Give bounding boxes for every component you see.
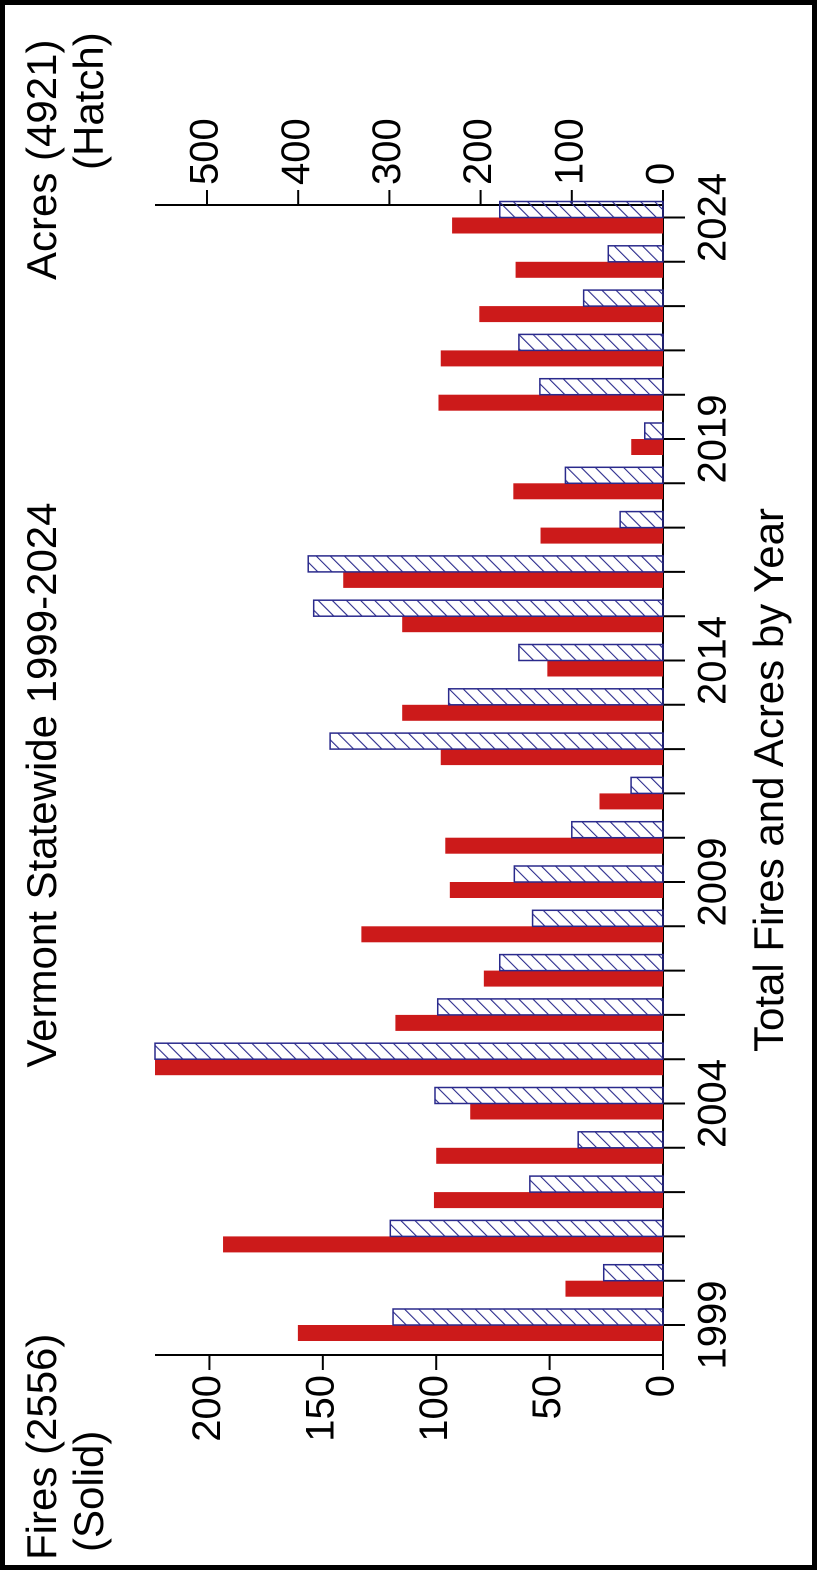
bar [154,1042,664,1060]
y2-axis-title: Acres (4921) [18,40,65,280]
y2-tick-label: 200 [456,118,500,185]
bar [483,970,664,987]
bar [498,200,664,219]
bar [619,510,664,529]
bar [513,483,663,500]
bar [449,882,664,898]
bar [343,571,663,588]
bar [447,688,664,706]
bar [539,377,664,396]
bar [389,1219,664,1238]
y2-tick-label: 300 [365,118,409,185]
bar [547,660,664,677]
bar [329,732,664,750]
y2-tick-label: 0 [639,163,683,185]
bar [479,306,663,323]
x-tick-label: 2009 [691,838,735,927]
x-tick-label: 1999 [691,1281,735,1370]
bar [599,793,663,810]
y2-tick-label: 500 [183,118,227,185]
bar [602,1263,664,1282]
bar [577,1131,664,1149]
bar [402,704,663,721]
y2-tick-label: 100 [547,118,591,185]
x-tick-label: 2024 [691,173,735,262]
bar [470,1103,663,1120]
bar [518,643,664,662]
x-axis-title: Total Fires and Acres by Year [745,508,792,1052]
bar [433,1192,664,1209]
bar [440,749,663,766]
x-tick-label: 2004 [691,1059,735,1148]
bar [436,998,664,1016]
bar [515,261,664,278]
bar [402,616,663,633]
bar [498,953,664,972]
y-tick-label: 100 [412,1375,456,1442]
bar [571,820,664,839]
x-tick-label: 2019 [691,395,735,484]
chart-background [5,5,812,1565]
y-tick-label: 0 [639,1375,683,1397]
bar [223,1236,664,1253]
bar [531,909,664,928]
bar [434,1086,664,1105]
bar [312,599,664,617]
bar [445,837,663,854]
chart-title: Vermont Statewide 1999-2024 [18,502,65,1067]
bar [513,865,664,883]
bar [630,776,664,795]
y2-axis-note: (Hatch) [65,32,112,170]
bar [564,466,664,485]
plot-area: Vermont Statewide 1999-2024 Total Fires … [18,32,792,1560]
bar [631,439,663,455]
y-tick-label: 200 [185,1375,229,1442]
bar [644,422,664,440]
bar [395,1014,663,1031]
bar [392,1308,664,1326]
y-tick-label: 50 [525,1375,569,1420]
bar [529,1175,664,1193]
bar [361,926,663,943]
bar [452,217,664,234]
y-tick-label: 150 [298,1375,342,1442]
bar [540,527,663,544]
bar [297,1325,663,1341]
x-tick-label: 2014 [691,616,735,705]
y2-tick-label: 400 [274,118,318,185]
y-axis-title: Fires (2556) [18,1334,65,1560]
bar [436,1147,664,1164]
bar [307,555,664,573]
bar [607,245,664,263]
bar [440,350,663,367]
bar [582,289,664,307]
bar [565,1280,663,1297]
bar [438,394,663,411]
bar [518,333,664,352]
bar [155,1059,663,1076]
y-axis-note: (Solid) [65,1431,112,1552]
